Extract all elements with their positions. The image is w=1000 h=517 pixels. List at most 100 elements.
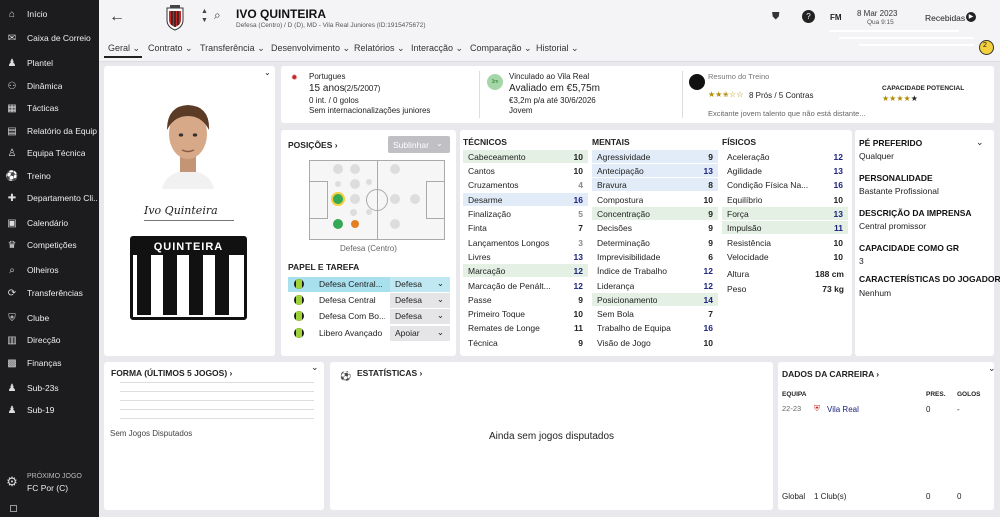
attr-row[interactable]: Determinação 9: [597, 237, 713, 248]
attr-row[interactable]: Equilíbrio 10: [727, 194, 843, 205]
sidebar-item-competitions[interactable]: ♛ Competições: [7, 239, 77, 251]
attr-row[interactable]: Sem Bola 7: [597, 308, 713, 319]
col-team[interactable]: EQUIPA: [782, 391, 807, 398]
attr-row[interactable]: Agilidade 13: [727, 165, 843, 176]
attr-row[interactable]: Marcação de Penált... 12: [468, 280, 583, 291]
chevron-down-icon[interactable]: ⌄: [311, 362, 319, 372]
sidebar-item-dynamics[interactable]: ⚇ Dinâmica: [7, 80, 63, 92]
chevron-down-icon[interactable]: ⌄: [264, 68, 271, 77]
role-row[interactable]: Defesa Central... Defesa ⌄: [288, 277, 450, 292]
sidebar-item-team-report[interactable]: ▤ Relatório da Equipa: [7, 125, 97, 137]
sidebar-item-board[interactable]: ▥ Direcção: [7, 334, 61, 346]
contract-club[interactable]: Vinculado ao Vila Real: [509, 72, 590, 81]
duty-dropdown[interactable]: Apoiar ⌄: [390, 326, 450, 341]
notification-icon[interactable]: 2: [979, 40, 994, 55]
tab-development[interactable]: Desenvolvimento ⌄: [271, 43, 351, 53]
col-apps[interactable]: PRES.: [926, 391, 946, 398]
nationality[interactable]: Portugues: [309, 72, 346, 81]
attr-row[interactable]: Compostura 10: [597, 194, 713, 205]
attr-row[interactable]: Marcação 12: [463, 264, 588, 277]
duty-dropdown[interactable]: Defesa ⌄: [390, 277, 450, 292]
attr-row[interactable]: Finalização 5: [468, 208, 583, 219]
prev-player-icon[interactable]: ▲: [201, 8, 208, 15]
attr-row[interactable]: Agressividade 9: [592, 150, 718, 163]
attr-row[interactable]: Força 13: [722, 207, 848, 220]
attr-row[interactable]: Liderança 12: [597, 280, 713, 291]
form-title[interactable]: FORMA (ÚLTIMOS 5 JOGOS) ›: [111, 368, 233, 378]
chevron-down-icon[interactable]: ⌄: [988, 363, 996, 373]
sidebar-item-home[interactable]: ⌂ Início: [0, 4, 99, 24]
attr-row[interactable]: Remates de Longe 11: [468, 322, 583, 333]
continue-icon[interactable]: ▶: [966, 12, 976, 22]
training-summary-title[interactable]: Resumo do Treino: [708, 72, 770, 81]
team-icon[interactable]: ⛊: [772, 11, 780, 22]
highlight-dropdown[interactable]: Sublinhar ⌄: [388, 136, 450, 153]
preferred-foot: Qualquer: [859, 151, 894, 161]
attr-row[interactable]: Livres 13: [468, 251, 583, 262]
next-player-icon[interactable]: ▼: [201, 17, 208, 24]
attr-row[interactable]: Velocidade 10: [727, 251, 843, 262]
attr-row[interactable]: Desarme 16: [463, 193, 588, 206]
fm-menu[interactable]: FM: [830, 13, 842, 22]
attr-row[interactable]: Cantos 10: [468, 165, 583, 176]
search-icon[interactable]: ⌕: [214, 8, 221, 22]
attr-row[interactable]: Imprevisibilidade 6: [597, 251, 713, 262]
attr-row[interactable]: Primeiro Toque 10: [468, 308, 583, 319]
duty-dropdown[interactable]: Defesa ⌄: [390, 309, 450, 324]
collapse-icon[interactable]: [10, 505, 17, 512]
sidebar-item-staff[interactable]: ♙ Equipa Técnica: [7, 147, 86, 159]
inbox-button[interactable]: Recebidas: [925, 13, 966, 23]
role-row[interactable]: Defesa Com Bo... Defesa ⌄: [288, 309, 450, 324]
stats-title[interactable]: ESTATÍSTICAS ›: [357, 368, 423, 378]
attr-row[interactable]: Aceleração 12: [727, 151, 843, 162]
attr-row[interactable]: Resistência 10: [727, 237, 843, 248]
sidebar-item-u23[interactable]: ♟ Sub-23s: [7, 382, 59, 394]
sidebar-item-club[interactable]: ⛨ Clube: [0, 308, 99, 328]
attr-row[interactable]: Cruzamentos 4: [468, 179, 583, 190]
attr-row[interactable]: Cabeceamento 10: [463, 150, 588, 163]
chevron-down-icon[interactable]: ⌄: [976, 137, 984, 147]
tab-history[interactable]: Historial ⌄: [536, 43, 579, 53]
col-goals[interactable]: GOLOS: [957, 391, 981, 398]
sidebar-item-training[interactable]: ⚽ Treino: [5, 170, 51, 182]
sidebar-item-squad[interactable]: ♟ Plantel: [7, 57, 53, 69]
career-team[interactable]: Vila Real: [827, 405, 859, 414]
tab-reports[interactable]: Relatórios ⌄: [354, 43, 405, 53]
career-title[interactable]: DADOS DA CARREIRA ›: [782, 369, 880, 379]
sidebar-item-tactics[interactable]: ▦ Tácticas: [7, 102, 59, 114]
attr-row[interactable]: Concentração 9: [592, 207, 718, 220]
back-arrow-icon[interactable]: ←: [109, 8, 125, 25]
tab-comparison[interactable]: Comparação ⌄: [470, 43, 532, 53]
attr-row[interactable]: Antecipação 13: [592, 164, 718, 177]
sidebar-item-scouting[interactable]: ⌕ Olheiros: [0, 260, 99, 280]
sidebar-item-u19[interactable]: ♟ Sub-19: [7, 404, 55, 416]
tab-transfer[interactable]: Transferência ⌄: [200, 43, 265, 53]
attr-row[interactable]: Condição Física Na... 16: [727, 179, 843, 190]
sidebar-item-medical[interactable]: ✚ Departamento Cli...: [7, 192, 97, 204]
duty-dropdown[interactable]: Defesa ⌄: [390, 293, 450, 308]
next-match[interactable]: ⚙ PRÓXIMO JOGO FC Por (C): [0, 468, 99, 504]
attr-row[interactable]: Finta 7: [468, 222, 583, 233]
game-date[interactable]: 8 Mar 2023: [857, 9, 898, 18]
attr-row[interactable]: Trabalho de Equipa 16: [597, 322, 713, 333]
attr-row[interactable]: Impulsão 11: [722, 221, 848, 234]
attr-row[interactable]: Passe 9: [468, 294, 583, 305]
role-row[interactable]: Defesa Central Defesa ⌄: [288, 293, 450, 308]
help-icon[interactable]: ?: [802, 10, 815, 23]
sidebar-item-mail[interactable]: ✉ Caixa de Correio: [7, 32, 91, 44]
tab-interaction[interactable]: Interacção ⌄: [411, 43, 464, 53]
attr-row[interactable]: Índice de Trabalho 12: [597, 265, 713, 276]
sidebar-item-finances[interactable]: ▩ Finanças: [7, 357, 62, 369]
attr-row[interactable]: Técnica 9: [468, 337, 583, 348]
attr-row[interactable]: Decisões 9: [597, 222, 713, 233]
tab-contract[interactable]: Contrato ⌄: [148, 43, 193, 53]
attr-row[interactable]: Lançamentos Longos 3: [468, 237, 583, 248]
sidebar-item-transfers[interactable]: ⟳ Transferências: [7, 287, 83, 299]
tab-overview[interactable]: Geral ⌄: [108, 43, 141, 53]
role-row[interactable]: Libero Avançado Apoiar ⌄: [288, 326, 450, 341]
attr-row[interactable]: Bravura 8: [592, 178, 718, 191]
sidebar-item-calendar[interactable]: ▣ Calendário: [7, 217, 69, 229]
attr-row[interactable]: Posicionamento 14: [592, 293, 718, 306]
attr-row[interactable]: Visão de Jogo 10: [597, 337, 713, 348]
positions-title[interactable]: POSIÇÕES ›: [288, 140, 338, 150]
